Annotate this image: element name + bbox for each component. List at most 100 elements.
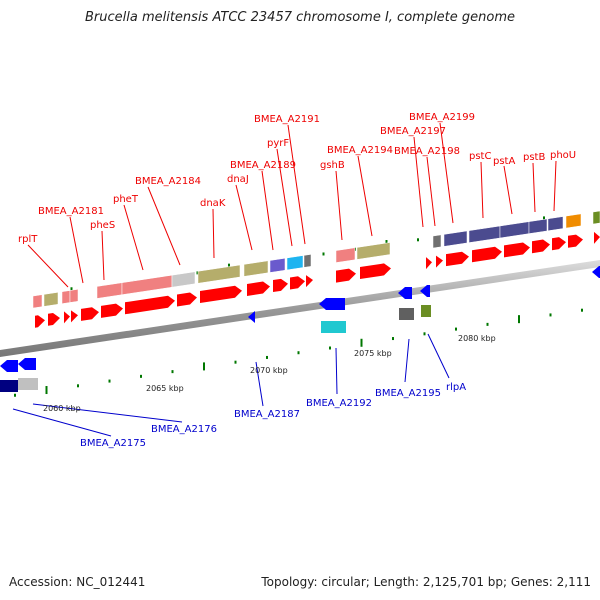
- gene-label-BMEA_A2199[interactable]: BMEA_A2199: [409, 112, 475, 123]
- cds-forward-arrow[interactable]: [290, 276, 305, 290]
- gene-feature[interactable]: [335, 247, 356, 263]
- cds-reverse-arrow[interactable]: [248, 311, 255, 323]
- gene-label-phoU[interactable]: phoU: [550, 150, 576, 161]
- cds-forward-arrow[interactable]: [81, 307, 99, 321]
- reverse-gene-feature[interactable]: [421, 305, 431, 317]
- gene-label-pheT[interactable]: pheT: [113, 194, 139, 205]
- gene-label-BMEA_A2181[interactable]: BMEA_A2181: [38, 206, 104, 217]
- minor-tick: [266, 355, 268, 359]
- gene-feature[interactable]: [468, 225, 501, 243]
- gene-feature[interactable]: [269, 257, 286, 273]
- cds-forward-arrow[interactable]: [35, 315, 45, 328]
- cds-reverse-arrow[interactable]: [18, 358, 36, 370]
- gene-label-dnaK[interactable]: dnaK: [200, 198, 226, 209]
- cds-reverse-arrow[interactable]: [592, 266, 600, 278]
- gene-label-BMEA_A2187[interactable]: BMEA_A2187: [234, 409, 300, 420]
- cds-forward-arrow[interactable]: [177, 292, 197, 307]
- gene-feature[interactable]: [61, 290, 71, 304]
- scale-label-2080: 2080 kbp: [458, 334, 496, 343]
- gene-feature[interactable]: [286, 255, 304, 271]
- gene-feature[interactable]: [69, 289, 79, 303]
- cds-forward-arrow[interactable]: [71, 310, 78, 323]
- genome-summary-text: Topology: circular; Length: 2,125,701 bp…: [261, 575, 591, 589]
- gene-feature[interactable]: [121, 274, 173, 295]
- gene-label-BMEA_A2176[interactable]: BMEA_A2176: [151, 424, 217, 435]
- leader-line: [335, 170, 343, 241]
- cds-reverse-arrow[interactable]: [420, 285, 430, 297]
- gene-label-rlpA[interactable]: rlpA: [446, 382, 466, 393]
- cds-forward-arrow[interactable]: [273, 278, 288, 293]
- reverse-gene-feature[interactable]: [18, 378, 38, 390]
- gene-label-BMEA_A2189[interactable]: BMEA_A2189: [230, 160, 296, 171]
- cds-forward-arrow[interactable]: [336, 268, 356, 283]
- gene-feature[interactable]: [499, 221, 530, 239]
- cds-forward-arrow[interactable]: [436, 255, 443, 268]
- leader-line: [235, 184, 253, 251]
- gene-label-BMEA_A2191[interactable]: BMEA_A2191: [254, 114, 320, 125]
- cds-forward-arrow[interactable]: [504, 242, 530, 258]
- gene-feature[interactable]: [96, 282, 123, 299]
- cds-forward-arrow[interactable]: [247, 281, 270, 296]
- gene-feature[interactable]: [43, 292, 59, 307]
- cds-reverse-arrow[interactable]: [319, 298, 345, 310]
- gene-label-dnaJ[interactable]: dnaJ: [227, 174, 249, 185]
- cds-forward-arrow[interactable]: [446, 251, 469, 267]
- gene-label-gshB[interactable]: gshB: [320, 160, 345, 171]
- cds-forward-arrow[interactable]: [360, 263, 391, 279]
- cds-reverse-arrow[interactable]: [398, 287, 412, 299]
- cds-reverse-arrow[interactable]: [0, 360, 18, 372]
- gene-feature[interactable]: [592, 210, 600, 225]
- cds-forward-arrow[interactable]: [532, 239, 550, 254]
- gene-label-pheS[interactable]: pheS: [90, 220, 115, 231]
- gene-label-BMEA_A2192[interactable]: BMEA_A2192: [306, 398, 372, 409]
- gene-label-pstC[interactable]: pstC: [469, 151, 491, 162]
- chromosome-backbone: [0, 260, 600, 357]
- leader-line: [427, 333, 450, 379]
- leader-line: [276, 148, 293, 247]
- gene-feature[interactable]: [197, 264, 241, 284]
- gene-feature[interactable]: [243, 260, 269, 277]
- leader-line: [32, 403, 183, 423]
- cds-forward-arrow[interactable]: [568, 234, 583, 248]
- reverse-gene-feature[interactable]: [321, 321, 346, 333]
- gene-label-BMEA_A2198[interactable]: BMEA_A2198: [394, 146, 460, 157]
- gene-feature[interactable]: [547, 216, 564, 232]
- cds-forward-arrow[interactable]: [200, 285, 242, 303]
- leader-line: [503, 165, 513, 215]
- gene-label-BMEA_A2184[interactable]: BMEA_A2184: [135, 176, 201, 187]
- gene-feature[interactable]: [356, 242, 391, 260]
- cds-forward-arrow[interactable]: [306, 275, 313, 288]
- gene-feature[interactable]: [528, 218, 548, 234]
- gene-label-pyrF[interactable]: pyrF: [267, 138, 289, 149]
- gene-feature[interactable]: [303, 254, 312, 268]
- reverse-gene-feature[interactable]: [0, 380, 18, 392]
- reverse-gene-feature[interactable]: [399, 308, 414, 320]
- cds-forward-arrow[interactable]: [594, 231, 600, 244]
- minor-tick: [196, 271, 199, 275]
- major-tick: [518, 315, 520, 324]
- ticks-lower: [14, 308, 583, 397]
- gene-label-BMEA_A2195[interactable]: BMEA_A2195: [375, 388, 441, 399]
- leader-line: [212, 208, 215, 259]
- gene-label-pstA[interactable]: pstA: [493, 156, 515, 167]
- gene-feature[interactable]: [443, 230, 468, 247]
- cds-forward-arrow[interactable]: [48, 313, 60, 326]
- cds-forward-arrow[interactable]: [64, 311, 70, 324]
- cds-forward-arrow[interactable]: [125, 295, 175, 315]
- cds-forward-arrow[interactable]: [472, 246, 502, 263]
- scale-label-2075: 2075 kbp: [354, 349, 392, 358]
- leader-line: [413, 136, 424, 228]
- gene-label-pstB[interactable]: pstB: [523, 152, 545, 163]
- cds-forward-arrow[interactable]: [552, 237, 566, 251]
- gene-feature[interactable]: [32, 294, 43, 309]
- cds-forward-arrow[interactable]: [426, 257, 432, 270]
- gene-feature[interactable]: [171, 271, 196, 288]
- gene-label-rplT[interactable]: rplT: [18, 234, 38, 245]
- gene-feature[interactable]: [565, 213, 582, 229]
- gene-label-BMEA_A2175[interactable]: BMEA_A2175: [80, 438, 146, 449]
- gene-feature[interactable]: [432, 234, 442, 249]
- gene-label-BMEA_A2194[interactable]: BMEA_A2194: [327, 145, 393, 156]
- gene-label-BMEA_A2197[interactable]: BMEA_A2197: [380, 126, 446, 137]
- cds-forward-arrow[interactable]: [101, 303, 123, 318]
